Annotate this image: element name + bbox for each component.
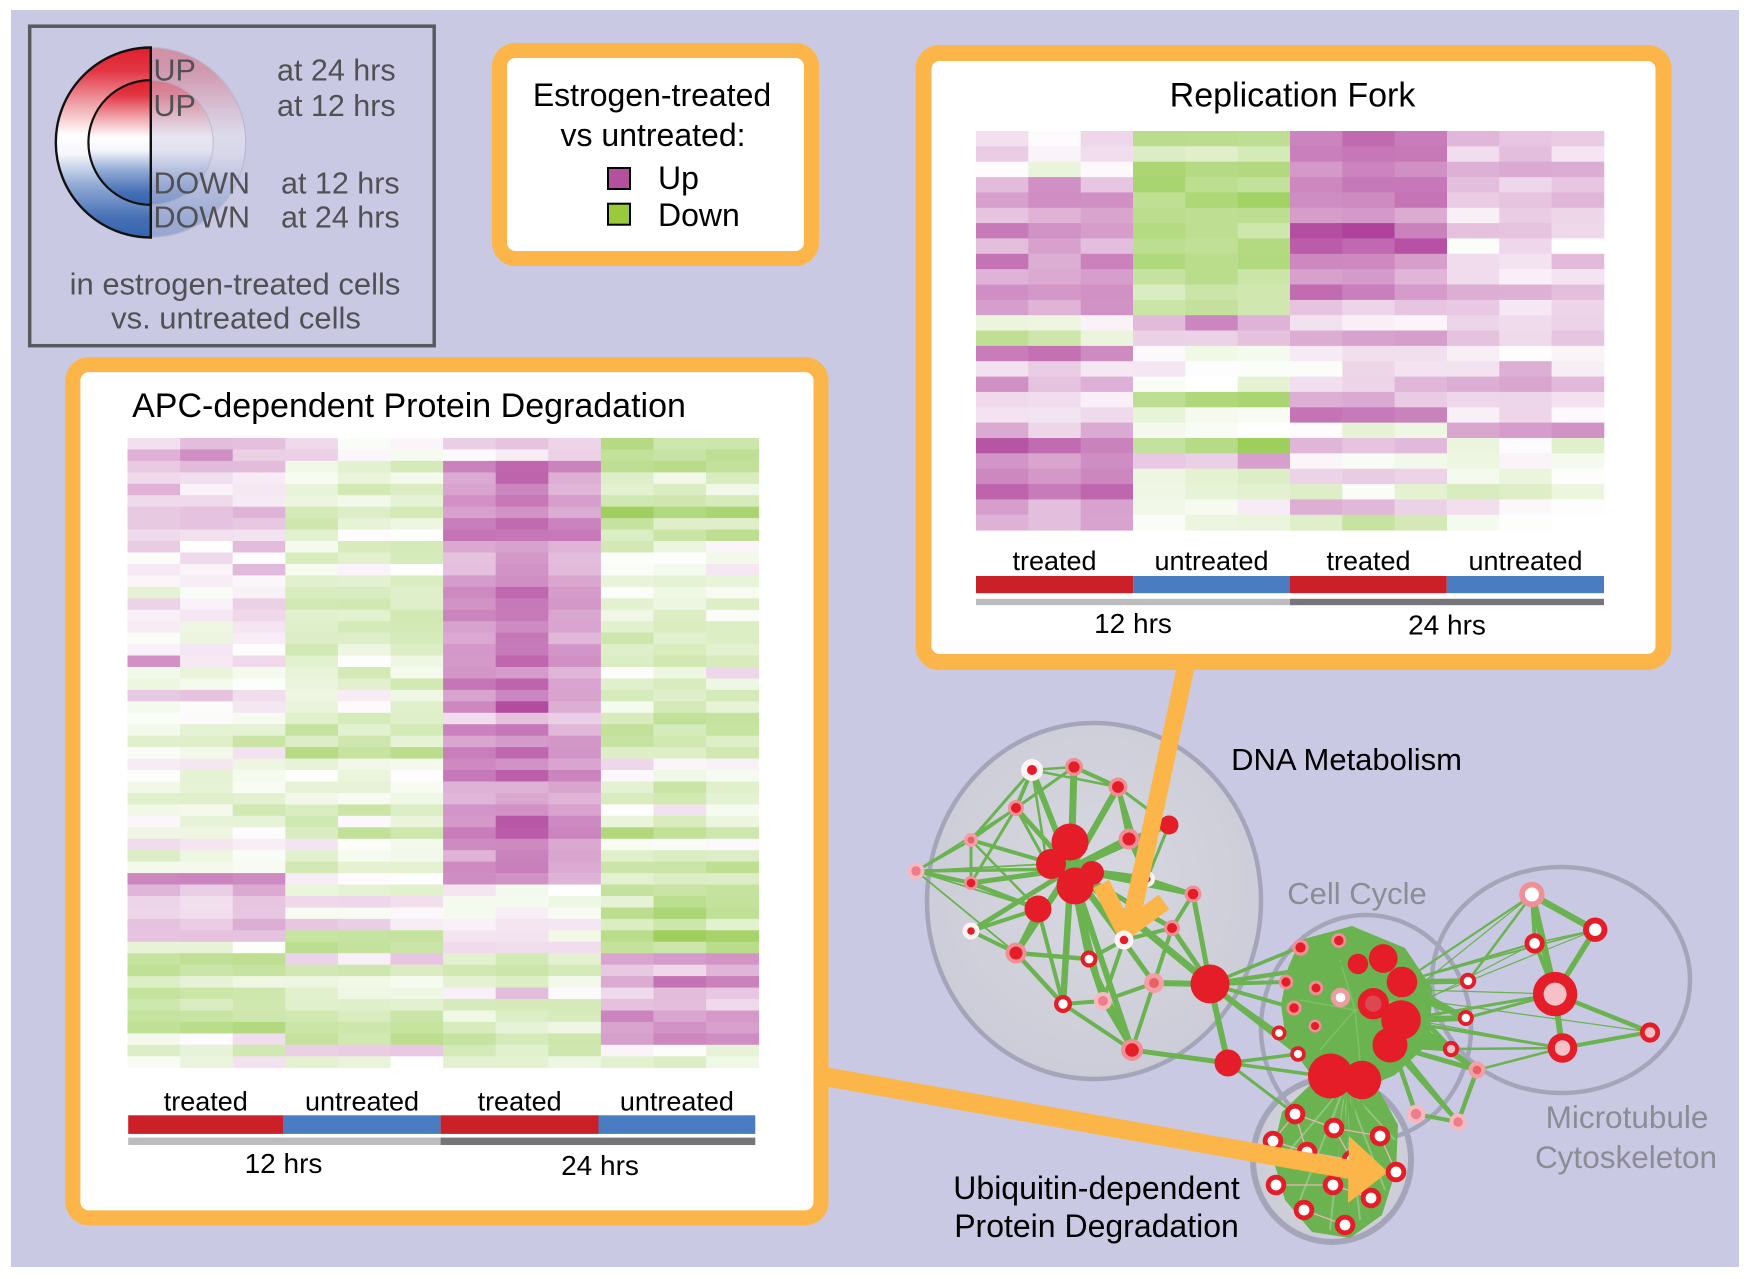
svg-text:Replication Fork: Replication Fork: [1170, 77, 1417, 115]
svg-text:untreated: untreated: [305, 1087, 419, 1117]
svg-text:treated: treated: [1326, 546, 1410, 576]
svg-text:UP: UP: [154, 89, 196, 123]
svg-text:Ubiquitin-dependent: Ubiquitin-dependent: [953, 1170, 1240, 1206]
svg-text:untreated: untreated: [1154, 546, 1268, 576]
svg-text:12 hrs: 12 hrs: [1094, 608, 1172, 639]
svg-text:Microtubule: Microtubule: [1546, 1099, 1709, 1135]
svg-text:treated: treated: [478, 1087, 562, 1117]
svg-text:at 12 hrs: at 12 hrs: [281, 167, 400, 201]
svg-text:at 24 hrs: at 24 hrs: [281, 201, 400, 235]
svg-text:untreated: untreated: [620, 1087, 734, 1117]
svg-text:DNA Metabolism: DNA Metabolism: [1231, 742, 1462, 777]
svg-text:Protein Degradation: Protein Degradation: [954, 1208, 1239, 1244]
svg-text:treated: treated: [1012, 546, 1096, 576]
svg-text:Up: Up: [658, 160, 699, 196]
svg-text:UP: UP: [154, 54, 196, 88]
svg-text:24 hrs: 24 hrs: [561, 1150, 639, 1181]
svg-text:24 hrs: 24 hrs: [1408, 610, 1486, 641]
svg-text:12 hrs: 12 hrs: [245, 1148, 323, 1179]
svg-text:vs untreated:: vs untreated:: [561, 117, 746, 153]
svg-text:Estrogen-treated: Estrogen-treated: [533, 77, 771, 113]
svg-text:Cell Cycle: Cell Cycle: [1287, 876, 1427, 911]
svg-text:at 24 hrs: at 24 hrs: [277, 54, 396, 88]
svg-text:vs. untreated cells: vs. untreated cells: [111, 301, 361, 336]
svg-text:Cytoskeleton: Cytoskeleton: [1535, 1139, 1717, 1175]
svg-text:DOWN: DOWN: [154, 167, 251, 201]
svg-text:in estrogen-treated cells: in estrogen-treated cells: [70, 267, 401, 302]
svg-text:DOWN: DOWN: [154, 201, 251, 235]
svg-text:treated: treated: [164, 1087, 248, 1117]
svg-text:APC-dependent Protein Degradat: APC-dependent Protein Degradation: [132, 387, 686, 425]
svg-text:Down: Down: [658, 197, 740, 233]
svg-text:untreated: untreated: [1468, 546, 1582, 576]
svg-text:at 12 hrs: at 12 hrs: [277, 89, 396, 123]
